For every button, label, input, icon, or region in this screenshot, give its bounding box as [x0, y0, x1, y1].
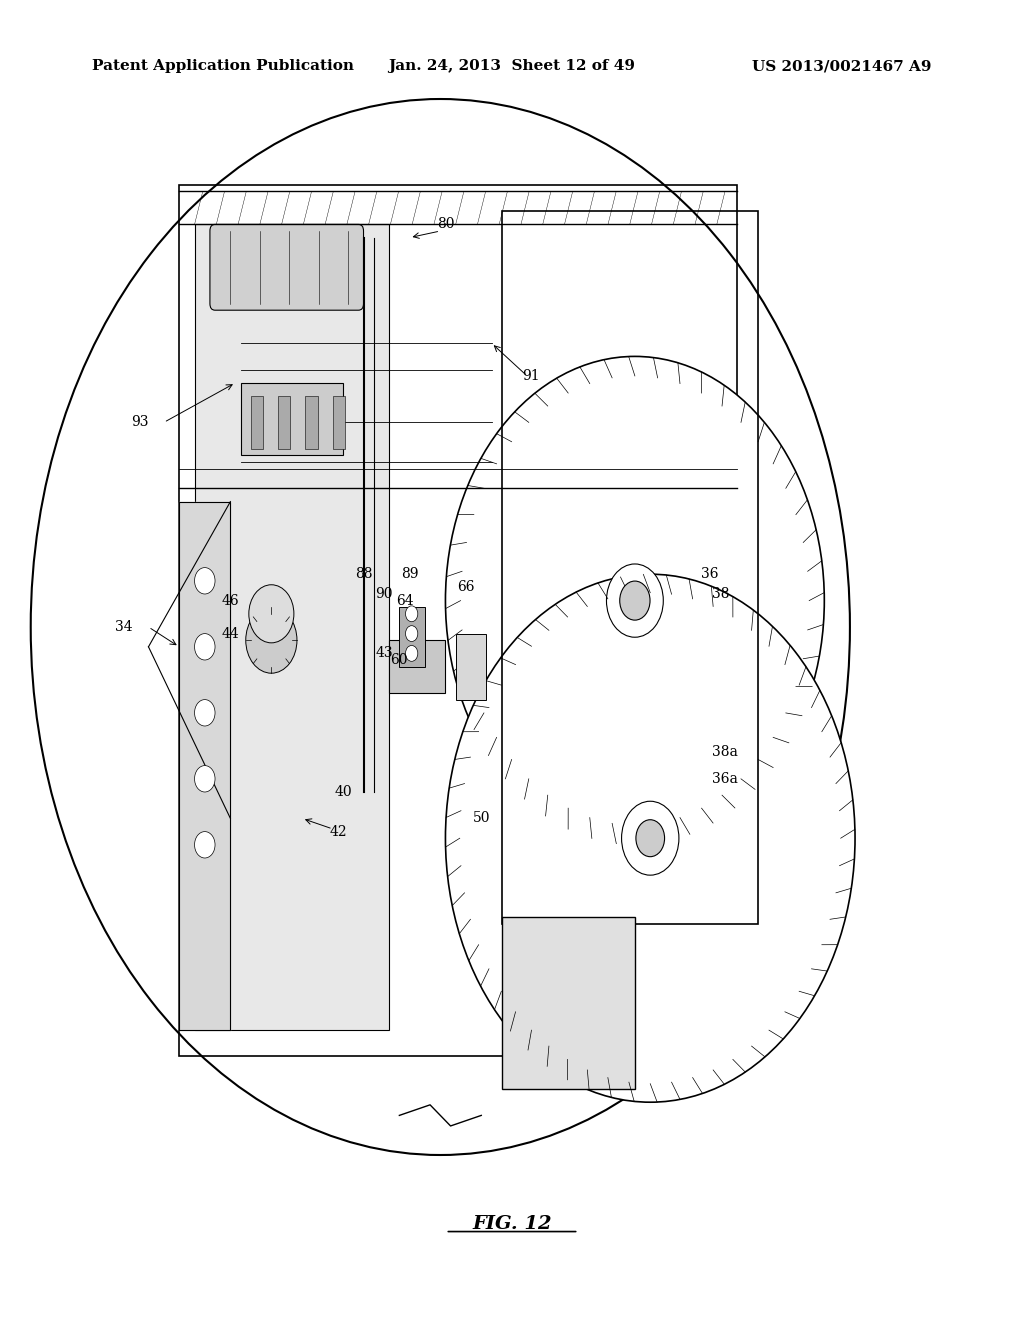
- Circle shape: [195, 832, 215, 858]
- Text: 90: 90: [375, 587, 393, 601]
- Text: 64: 64: [395, 594, 414, 607]
- Text: US 2013/0021467 A9: US 2013/0021467 A9: [753, 59, 932, 74]
- Text: 89: 89: [400, 568, 419, 581]
- Bar: [502, 917, 635, 1089]
- Bar: [456, 634, 486, 700]
- Circle shape: [636, 820, 665, 857]
- Text: 38a: 38a: [712, 746, 737, 759]
- Circle shape: [246, 607, 297, 673]
- Text: 80: 80: [436, 218, 455, 231]
- Bar: [241, 383, 343, 455]
- Circle shape: [606, 564, 664, 638]
- Text: 38: 38: [712, 587, 729, 601]
- Bar: [389, 640, 445, 693]
- Text: 44: 44: [221, 627, 240, 640]
- Text: 60: 60: [390, 653, 409, 667]
- Bar: [399, 607, 425, 667]
- Bar: [305, 396, 317, 449]
- Bar: [179, 185, 737, 1056]
- Polygon shape: [179, 502, 230, 1030]
- Bar: [251, 396, 263, 449]
- Circle shape: [445, 356, 824, 845]
- Text: 42: 42: [329, 825, 347, 838]
- Circle shape: [620, 581, 650, 620]
- Text: 34: 34: [116, 620, 133, 634]
- Circle shape: [622, 801, 679, 875]
- Circle shape: [249, 585, 294, 643]
- Bar: [333, 396, 345, 449]
- Circle shape: [195, 568, 215, 594]
- Bar: [502, 211, 758, 924]
- Circle shape: [195, 700, 215, 726]
- FancyBboxPatch shape: [210, 224, 364, 310]
- Text: 88: 88: [354, 568, 373, 581]
- Text: 40: 40: [334, 785, 352, 799]
- Circle shape: [406, 606, 418, 622]
- Text: 36: 36: [701, 568, 719, 581]
- Circle shape: [195, 766, 215, 792]
- Bar: [195, 224, 389, 1030]
- Text: 46: 46: [221, 594, 240, 607]
- Circle shape: [406, 626, 418, 642]
- Text: 36a: 36a: [712, 772, 737, 785]
- Bar: [279, 396, 291, 449]
- Text: 93: 93: [131, 416, 148, 429]
- Text: FIG. 12: FIG. 12: [472, 1214, 552, 1233]
- Text: Patent Application Publication: Patent Application Publication: [92, 59, 354, 74]
- Text: 91: 91: [522, 370, 540, 383]
- Circle shape: [195, 634, 215, 660]
- Text: 50: 50: [472, 812, 490, 825]
- Circle shape: [406, 645, 418, 661]
- Circle shape: [445, 574, 855, 1102]
- Text: 66: 66: [457, 581, 475, 594]
- Text: 43: 43: [375, 647, 393, 660]
- Text: Jan. 24, 2013  Sheet 12 of 49: Jan. 24, 2013 Sheet 12 of 49: [388, 59, 636, 74]
